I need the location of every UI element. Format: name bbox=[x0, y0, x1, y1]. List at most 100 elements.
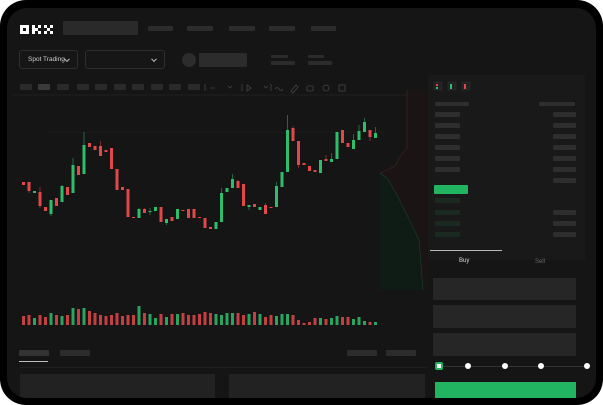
volume-bar bbox=[22, 316, 25, 325]
price-input[interactable] bbox=[433, 278, 576, 300]
volume-bar bbox=[253, 312, 256, 325]
ask-price bbox=[435, 156, 460, 161]
amount-input[interactable] bbox=[433, 305, 576, 328]
volume-bar bbox=[132, 315, 135, 325]
candle bbox=[269, 207, 273, 208]
filter-button[interactable] bbox=[386, 350, 416, 356]
candle bbox=[55, 198, 58, 206]
candle-body bbox=[44, 207, 47, 211]
ask-price bbox=[435, 145, 460, 150]
nav-item[interactable] bbox=[187, 26, 213, 31]
candle-body bbox=[214, 222, 218, 229]
candle bbox=[154, 207, 157, 211]
volume-bar bbox=[308, 322, 311, 325]
volume-bar bbox=[352, 319, 355, 325]
orderbook-bids-icon[interactable] bbox=[447, 81, 457, 91]
volume-bar bbox=[313, 318, 317, 325]
candle-body bbox=[77, 166, 80, 175]
orderbook-both-icon[interactable] bbox=[433, 81, 443, 91]
nav-item[interactable] bbox=[229, 26, 255, 31]
candle-body bbox=[253, 204, 256, 207]
volume-bar bbox=[368, 322, 372, 325]
candle bbox=[368, 130, 372, 141]
slider-stop[interactable] bbox=[538, 363, 544, 369]
candle-body bbox=[247, 205, 251, 207]
volume-bar bbox=[198, 314, 201, 325]
slider-handle[interactable] bbox=[435, 362, 443, 370]
settings-icon[interactable] bbox=[322, 84, 330, 92]
chevron-down-icon[interactable] bbox=[263, 85, 269, 89]
bid-amount bbox=[553, 210, 576, 215]
slider-stop[interactable] bbox=[502, 363, 508, 369]
volume-bar bbox=[55, 315, 58, 325]
candle bbox=[203, 218, 207, 228]
timeframe-button[interactable] bbox=[20, 84, 32, 90]
total-input[interactable] bbox=[433, 333, 576, 356]
candle bbox=[132, 217, 135, 218]
candle-body bbox=[104, 150, 108, 152]
volume-bar bbox=[258, 314, 262, 325]
candle-body bbox=[286, 130, 289, 172]
candle-body bbox=[148, 211, 152, 212]
timeframe-button[interactable] bbox=[77, 84, 89, 90]
ruler-icon[interactable] bbox=[290, 84, 299, 94]
fullscreen-icon[interactable] bbox=[338, 84, 346, 92]
candle-body bbox=[115, 169, 119, 190]
candle bbox=[137, 208, 141, 218]
timeframe-button[interactable] bbox=[132, 84, 144, 90]
timeframe-button[interactable] bbox=[188, 84, 200, 90]
candle bbox=[49, 200, 53, 216]
nav-item[interactable] bbox=[269, 26, 295, 31]
candle bbox=[82, 132, 86, 174]
timeframe-button[interactable] bbox=[57, 84, 69, 90]
chevron-down-icon[interactable] bbox=[227, 85, 233, 89]
timeframe-button[interactable] bbox=[169, 84, 181, 90]
candle bbox=[115, 169, 119, 190]
orderbook-asks-icon[interactable] bbox=[461, 81, 471, 91]
candle-body bbox=[220, 193, 223, 222]
amount-slider[interactable] bbox=[438, 366, 588, 367]
draw-icon[interactable] bbox=[246, 84, 252, 92]
volume-bar bbox=[242, 315, 245, 325]
tab-sell[interactable]: Sell bbox=[535, 259, 546, 265]
nav-item[interactable] bbox=[148, 26, 173, 31]
volume-bar bbox=[330, 318, 333, 325]
tab-buy[interactable]: Buy bbox=[459, 258, 470, 264]
ask-amount bbox=[553, 156, 576, 161]
camera-icon[interactable] bbox=[306, 85, 314, 92]
slider-stop[interactable] bbox=[584, 363, 590, 369]
nav-item[interactable] bbox=[311, 26, 336, 31]
volume-bar bbox=[170, 314, 174, 325]
tab-order-history[interactable] bbox=[60, 350, 90, 356]
candle bbox=[209, 227, 212, 229]
stat-label bbox=[271, 55, 288, 58]
timeframe-button[interactable] bbox=[114, 84, 126, 90]
slider-stop[interactable] bbox=[465, 363, 471, 369]
filter-button[interactable] bbox=[347, 350, 377, 356]
timeframe-button[interactable] bbox=[95, 84, 107, 90]
volume-bar bbox=[126, 315, 130, 325]
volume-bar bbox=[220, 315, 223, 325]
candle bbox=[192, 209, 196, 218]
line-icon[interactable] bbox=[274, 87, 284, 91]
tab-open-orders[interactable] bbox=[19, 350, 49, 356]
buy-button[interactable] bbox=[435, 382, 576, 398]
timeframe-button[interactable] bbox=[151, 84, 163, 90]
candle bbox=[60, 185, 64, 202]
bid-price bbox=[435, 198, 460, 203]
timeframe-button[interactable] bbox=[38, 84, 50, 90]
volume-bar bbox=[66, 315, 69, 325]
candle bbox=[313, 170, 317, 172]
order-card bbox=[229, 374, 425, 398]
search-box[interactable] bbox=[63, 21, 138, 35]
pair-dropdown[interactable] bbox=[85, 50, 165, 69]
okx-logo[interactable] bbox=[20, 25, 58, 35]
candle-body bbox=[368, 130, 372, 137]
stat-value bbox=[271, 61, 295, 65]
market-dropdown[interactable]: Spot Trading bbox=[19, 50, 78, 69]
candle bbox=[280, 172, 284, 187]
volume-bar bbox=[82, 308, 86, 325]
candle bbox=[110, 148, 113, 169]
volume-bar bbox=[192, 315, 196, 325]
volume-bar bbox=[88, 311, 91, 325]
